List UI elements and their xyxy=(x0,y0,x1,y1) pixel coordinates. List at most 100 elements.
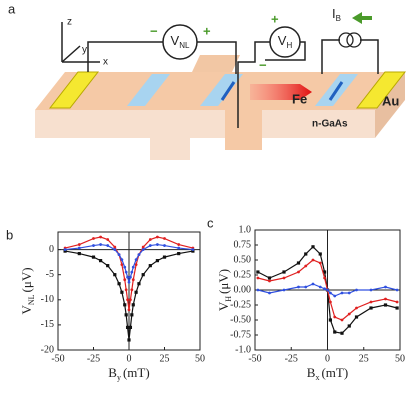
data-point xyxy=(304,252,308,256)
wire xyxy=(360,39,379,74)
data-point xyxy=(297,270,300,274)
data-point xyxy=(333,315,337,319)
data-point xyxy=(123,265,127,269)
y-tick-label: -0.75 xyxy=(230,329,251,340)
y-tick-label: 0.25 xyxy=(234,269,252,280)
data-point xyxy=(113,273,117,277)
data-point xyxy=(131,265,135,269)
y-tick-label: -0.50 xyxy=(230,314,251,325)
data-point xyxy=(177,251,181,256)
data-point xyxy=(106,244,110,247)
data-point xyxy=(134,258,138,262)
data-point xyxy=(63,249,67,253)
data-point xyxy=(369,300,373,304)
axis-name: z xyxy=(67,17,72,28)
y-tick-label: -10 xyxy=(41,294,54,305)
label-unit: (μV) xyxy=(19,267,34,292)
data-point xyxy=(256,270,260,274)
data-point xyxy=(329,300,332,304)
data-point xyxy=(129,275,132,279)
data-point xyxy=(311,258,315,262)
data-point xyxy=(155,259,159,263)
y-tick-label: 1.0 xyxy=(239,224,252,235)
spin-arrow xyxy=(220,81,236,101)
x-tick-label: 25 xyxy=(160,353,170,364)
data-point xyxy=(127,280,131,284)
label-unit: (mT) xyxy=(321,365,348,380)
data-point xyxy=(282,270,286,274)
x-tick-label: 0 xyxy=(325,353,330,364)
voltmeter xyxy=(269,26,301,58)
y-tick-label: -5 xyxy=(46,269,54,280)
data-point xyxy=(148,244,152,247)
panel-label: c xyxy=(207,215,214,230)
data-point xyxy=(92,237,95,240)
data-point xyxy=(333,294,337,298)
data-point xyxy=(156,243,159,246)
y-tick-label: -15 xyxy=(41,319,54,330)
current-source xyxy=(346,32,362,48)
current-source xyxy=(338,32,354,48)
wire xyxy=(197,41,237,74)
panel-label: a xyxy=(8,1,16,16)
data-point xyxy=(148,238,152,241)
x-tick-label: -50 xyxy=(51,353,64,364)
data-point xyxy=(92,244,95,247)
data-point xyxy=(106,264,110,268)
data-point xyxy=(137,253,141,256)
data-point xyxy=(130,288,134,292)
data-point xyxy=(347,312,351,316)
data-point xyxy=(134,290,138,294)
material-label: Au xyxy=(382,93,399,108)
data-point xyxy=(333,330,337,334)
data-point xyxy=(369,306,373,310)
x-tick-label: 50 xyxy=(195,353,205,364)
x-tick-label: 50 xyxy=(395,353,405,364)
data-point xyxy=(177,246,181,250)
meter-label: VNL xyxy=(171,33,190,50)
data-point xyxy=(323,270,327,274)
data-point xyxy=(123,303,127,307)
y-tick-label: -1.0 xyxy=(235,344,251,355)
x-tick-label: -25 xyxy=(87,353,100,364)
data-point xyxy=(117,282,121,286)
data-point xyxy=(130,270,134,274)
data-point xyxy=(127,308,131,312)
label-symbol: V xyxy=(19,305,34,315)
data-point xyxy=(328,318,332,322)
label-unit: (μV) xyxy=(216,269,231,294)
x-axis-label: Bx (mT) xyxy=(307,365,348,382)
x-axis-label: By (mT) xyxy=(108,365,149,382)
data-point xyxy=(120,263,124,267)
data-point xyxy=(77,251,81,256)
data-point xyxy=(395,306,399,310)
hall-arm xyxy=(150,110,190,160)
hall-arm xyxy=(225,110,262,150)
data-point xyxy=(125,325,130,330)
au-contact xyxy=(355,71,407,109)
wire xyxy=(265,41,306,61)
polarity: + xyxy=(271,11,279,26)
data-point xyxy=(127,338,131,342)
data-point xyxy=(318,252,322,256)
current-label: IB xyxy=(332,6,341,23)
fe-contact xyxy=(127,74,170,106)
y-axis-label: VNL (μV) xyxy=(19,267,36,314)
data-point xyxy=(323,276,326,280)
data-point xyxy=(177,243,181,246)
data-point xyxy=(126,298,129,302)
data-point xyxy=(126,275,129,279)
y-tick-label: 0.00 xyxy=(234,284,252,295)
polarity: + xyxy=(203,23,211,38)
y-tick-label: -0.25 xyxy=(230,299,251,310)
data-point xyxy=(340,291,344,295)
label-subscript: H xyxy=(224,296,233,302)
data-point xyxy=(297,285,300,289)
schematic: a z y x VNL − + V xyxy=(8,1,407,160)
data-point xyxy=(318,285,322,289)
x-tick-label: -50 xyxy=(248,353,261,364)
current-direction xyxy=(352,12,372,24)
data-point xyxy=(131,303,135,307)
data-point xyxy=(106,238,110,241)
data-point xyxy=(256,276,260,280)
